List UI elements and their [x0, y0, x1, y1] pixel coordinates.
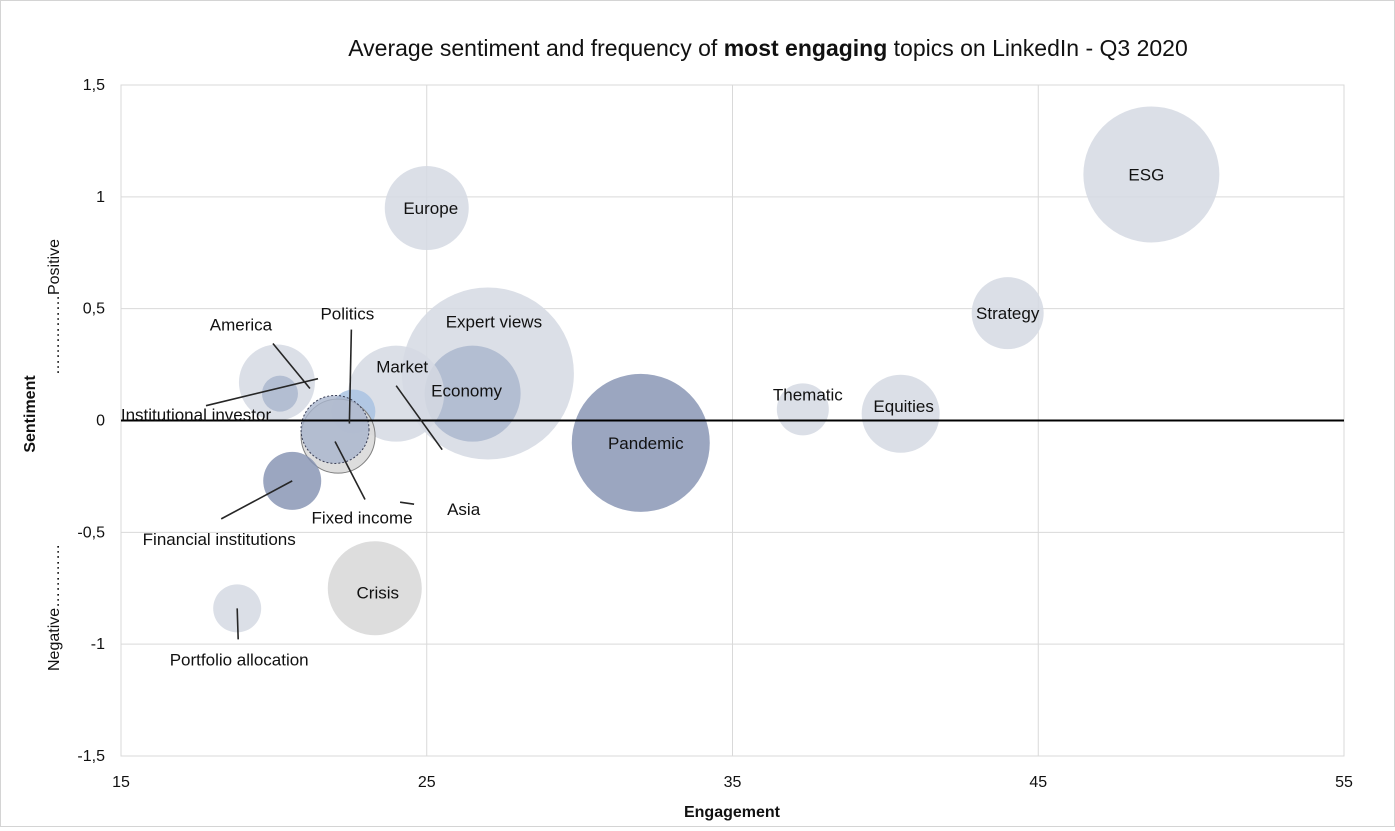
chart-title-bold: most engaging	[724, 35, 888, 61]
leader-line-financial-institutions	[220, 480, 293, 520]
x-tick-label: 55	[1335, 774, 1353, 791]
leader-line-portfolio-allocation	[236, 608, 239, 640]
y-tick-label: 1,5	[83, 77, 105, 94]
bubble-label-america: America	[210, 315, 273, 334]
leader-line-politics	[348, 329, 353, 424]
bubble-label-politics: Politics	[320, 305, 374, 324]
chart-title-pre: Average sentiment and frequency of	[348, 35, 723, 61]
leader-line-america	[272, 342, 311, 389]
y-tick-label: 0	[96, 413, 105, 430]
y-tick-label: -1	[91, 636, 105, 653]
bubble-label-financial-institutions: Financial institutions	[143, 530, 296, 549]
y-axis-negative-label: Negative…………	[46, 544, 63, 671]
chart-title: Average sentiment and frequency of most …	[348, 35, 1188, 61]
bubble-europe	[384, 166, 469, 251]
leader-line-fixed-income	[334, 441, 366, 500]
bubble-label-institutional-investor: Institutional investor	[121, 406, 272, 425]
bubble-label-fixed-income: Fixed income	[311, 508, 412, 527]
x-axis-label: Engagement	[684, 804, 781, 821]
leader-line-institutional-investor	[205, 377, 319, 407]
bubble-layer	[213, 106, 1220, 636]
bubble-label-pandemic: Pandemic	[608, 434, 684, 453]
bubble-institutional-investor	[261, 375, 298, 412]
bubble-equities	[861, 374, 940, 453]
x-tick-label: 15	[112, 774, 130, 791]
y-tick-label: -0,5	[77, 524, 105, 541]
bubble-label-portfolio-allocation: Portfolio allocation	[170, 650, 309, 669]
bubble-label-equities: Equities	[873, 397, 933, 416]
bubble-fixed-income	[300, 394, 370, 464]
bubble-label-esg: ESG	[1128, 165, 1164, 184]
y-tick-label: 0,5	[83, 301, 105, 318]
bubble-esg	[1083, 106, 1220, 243]
bubble-labels: ESG Strategy Equities Thematic Pandemic Exper…	[121, 165, 1164, 669]
bubble-economy	[424, 345, 521, 442]
x-tick-label: 35	[724, 774, 742, 791]
leader-line-market	[395, 385, 443, 451]
y-tick-label: -1,5	[77, 748, 105, 765]
x-tick-labels: 15 25 35 45 55	[112, 774, 1353, 791]
bubble-label-market: Market	[376, 358, 428, 377]
x-tick-label: 45	[1029, 774, 1047, 791]
leader-line-asia	[399, 501, 415, 505]
bubble-label-asia: Asia	[447, 500, 481, 519]
y-axis-positive-label: ……………Positive	[46, 239, 63, 375]
bubble-thematic	[776, 383, 829, 436]
bubble-label-economy: Economy	[431, 382, 502, 401]
y-axis-label: Sentiment	[22, 375, 39, 453]
bubble-label-strategy: Strategy	[976, 304, 1040, 323]
x-tick-label: 25	[418, 774, 436, 791]
label-leader-lines	[205, 329, 443, 640]
bubble-label-crisis: Crisis	[357, 583, 400, 602]
bubble-label-expert-views: Expert views	[446, 313, 542, 332]
bubble-label-thematic: Thematic	[773, 385, 843, 404]
bubble-strategy	[971, 277, 1044, 350]
chart-title-post: topics on LinkedIn - Q3 2020	[887, 35, 1187, 61]
bubble-crisis	[327, 541, 422, 636]
bubble-pandemic	[571, 373, 710, 512]
bubble-label-europe: Europe	[403, 199, 458, 218]
y-tick-label: 1	[96, 189, 105, 206]
y-tick-labels: -1,5 -1 -0,5 0 0,5 1 1,5	[77, 77, 105, 765]
